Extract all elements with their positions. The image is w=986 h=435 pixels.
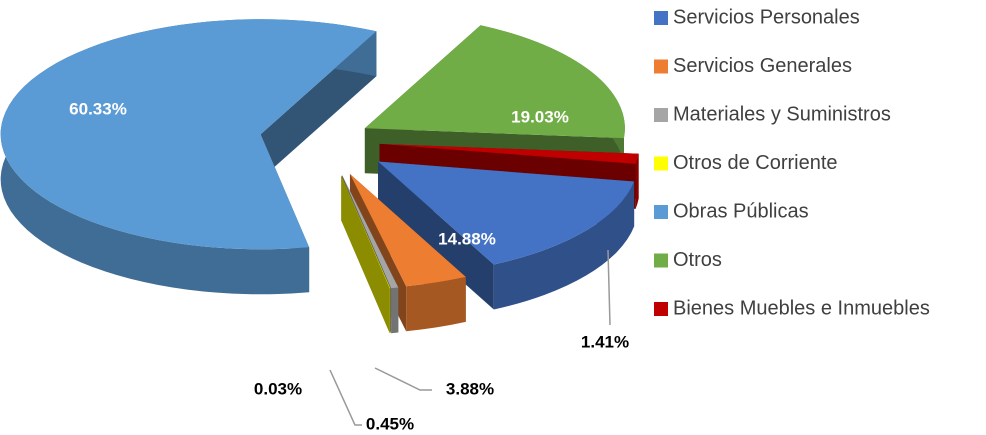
data-label: 1.41% bbox=[581, 332, 629, 351]
legend-label: Bienes Muebles e Inmuebles bbox=[673, 297, 930, 319]
legend-label: Obras Públicas bbox=[673, 200, 809, 222]
slice-wall bbox=[406, 276, 466, 332]
slice-top bbox=[349, 173, 466, 287]
legend-swatch bbox=[654, 205, 668, 219]
slice bbox=[341, 175, 391, 334]
slice-side bbox=[378, 161, 494, 310]
slice-top bbox=[379, 143, 639, 164]
data-label: 0.45% bbox=[366, 414, 414, 433]
legend-swatch bbox=[654, 59, 668, 74]
slice-top bbox=[364, 25, 625, 139]
data-label: 19.03% bbox=[511, 107, 569, 126]
legend-label: Otros de Corriente bbox=[673, 152, 838, 174]
data-label: 0.03% bbox=[254, 379, 302, 398]
legend-swatch bbox=[654, 302, 668, 316]
slice bbox=[0, 19, 377, 295]
data-label: 3.88% bbox=[446, 379, 494, 398]
leader-line bbox=[329, 369, 362, 426]
slice-side bbox=[341, 175, 390, 334]
slice-top bbox=[342, 175, 399, 289]
legend-label: Servicios Personales bbox=[673, 6, 860, 28]
slice-top bbox=[0, 19, 377, 250]
data-label: 14.88% bbox=[438, 229, 496, 248]
slice-wall bbox=[635, 153, 639, 209]
leader-line bbox=[607, 249, 611, 326]
leader-line bbox=[374, 367, 432, 391]
data-label: 60.33% bbox=[69, 99, 127, 118]
legend-label: Servicios Generales bbox=[673, 55, 852, 77]
slice-wall bbox=[391, 287, 399, 334]
legend-label: Materiales y Suministros bbox=[673, 103, 891, 125]
legend-swatch bbox=[654, 11, 668, 25]
slice bbox=[378, 161, 635, 310]
legend-swatch bbox=[654, 253, 668, 268]
legend-swatch bbox=[654, 156, 668, 171]
legend-label: Otros bbox=[673, 249, 722, 271]
slice-top bbox=[378, 161, 635, 265]
slice-top bbox=[341, 175, 391, 289]
legend-swatch bbox=[654, 108, 668, 122]
slice-wall bbox=[493, 181, 635, 310]
